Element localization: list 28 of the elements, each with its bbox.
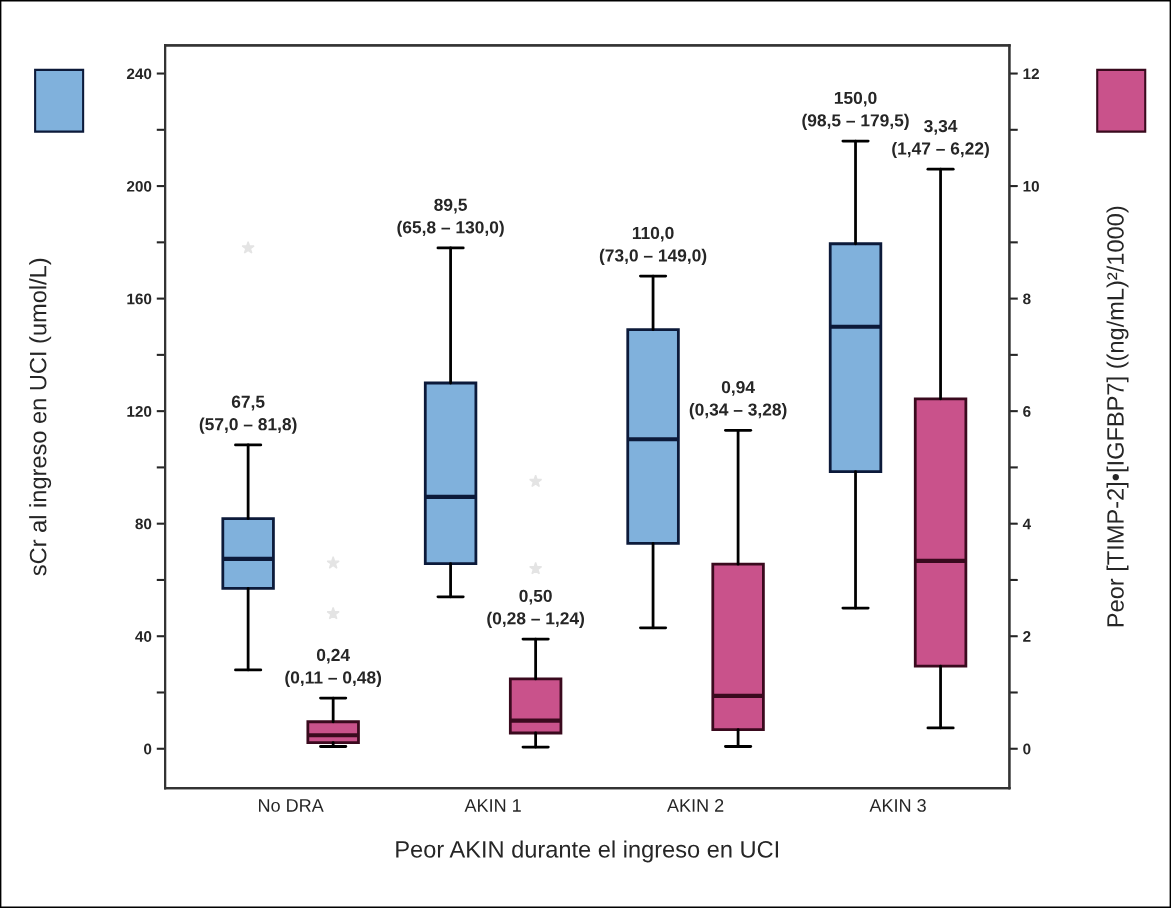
x-axis-title: Peor AKIN durante el ingreso en UCI	[396, 840, 779, 863]
y2-tick-label: 4	[1022, 518, 1032, 530]
x-tick-label: AKIN 3	[869, 799, 926, 812]
y-tick-label: 120	[127, 406, 152, 417]
y2-tick-label: 0	[1023, 743, 1031, 755]
x-tick-label: AKIN 1	[464, 799, 521, 812]
y2-tick-label: 2	[1023, 631, 1031, 642]
y2-tick-label: 6	[1023, 406, 1031, 417]
y-axis-title: sCr al ingreso en UCI (umol/L)	[29, 258, 52, 576]
annotation: 89,5 (65,8 – 130,0)	[397, 198, 504, 237]
y2-tick-label: 8	[1023, 293, 1031, 305]
y-tick-label: 160	[127, 293, 152, 305]
y-tick-label: 0	[144, 743, 152, 755]
annotation: 110,0 (73,0 – 149,0)	[599, 226, 707, 265]
y-tick-label: 40	[135, 631, 152, 642]
x-tick-label: AKIN 2	[667, 799, 724, 812]
y-tick-label: 240	[126, 68, 152, 80]
y2-tick-label: 12	[1023, 68, 1039, 80]
annotation: 0,50 (0,28 – 1,24)	[487, 589, 584, 628]
y-tick-label: 200	[126, 180, 152, 192]
y-tick-label: 80	[135, 518, 152, 530]
annotation: 0,94 (0,34 – 3,28)	[689, 380, 787, 420]
y2-axis-title: Peor [TIMP-2]•[IGFBP7] ((ng/mL)²/1000)	[1106, 206, 1129, 627]
annotation: 67,5 (57,0 – 81,8)	[199, 395, 297, 434]
annotation: 0,24 (0,11 – 0,48)	[285, 648, 382, 687]
x-tick-label: No DRA	[259, 799, 324, 812]
y2-tick-label: 10	[1023, 180, 1039, 192]
annotation: 150,0 (98,5 – 179,5)	[802, 91, 909, 130]
